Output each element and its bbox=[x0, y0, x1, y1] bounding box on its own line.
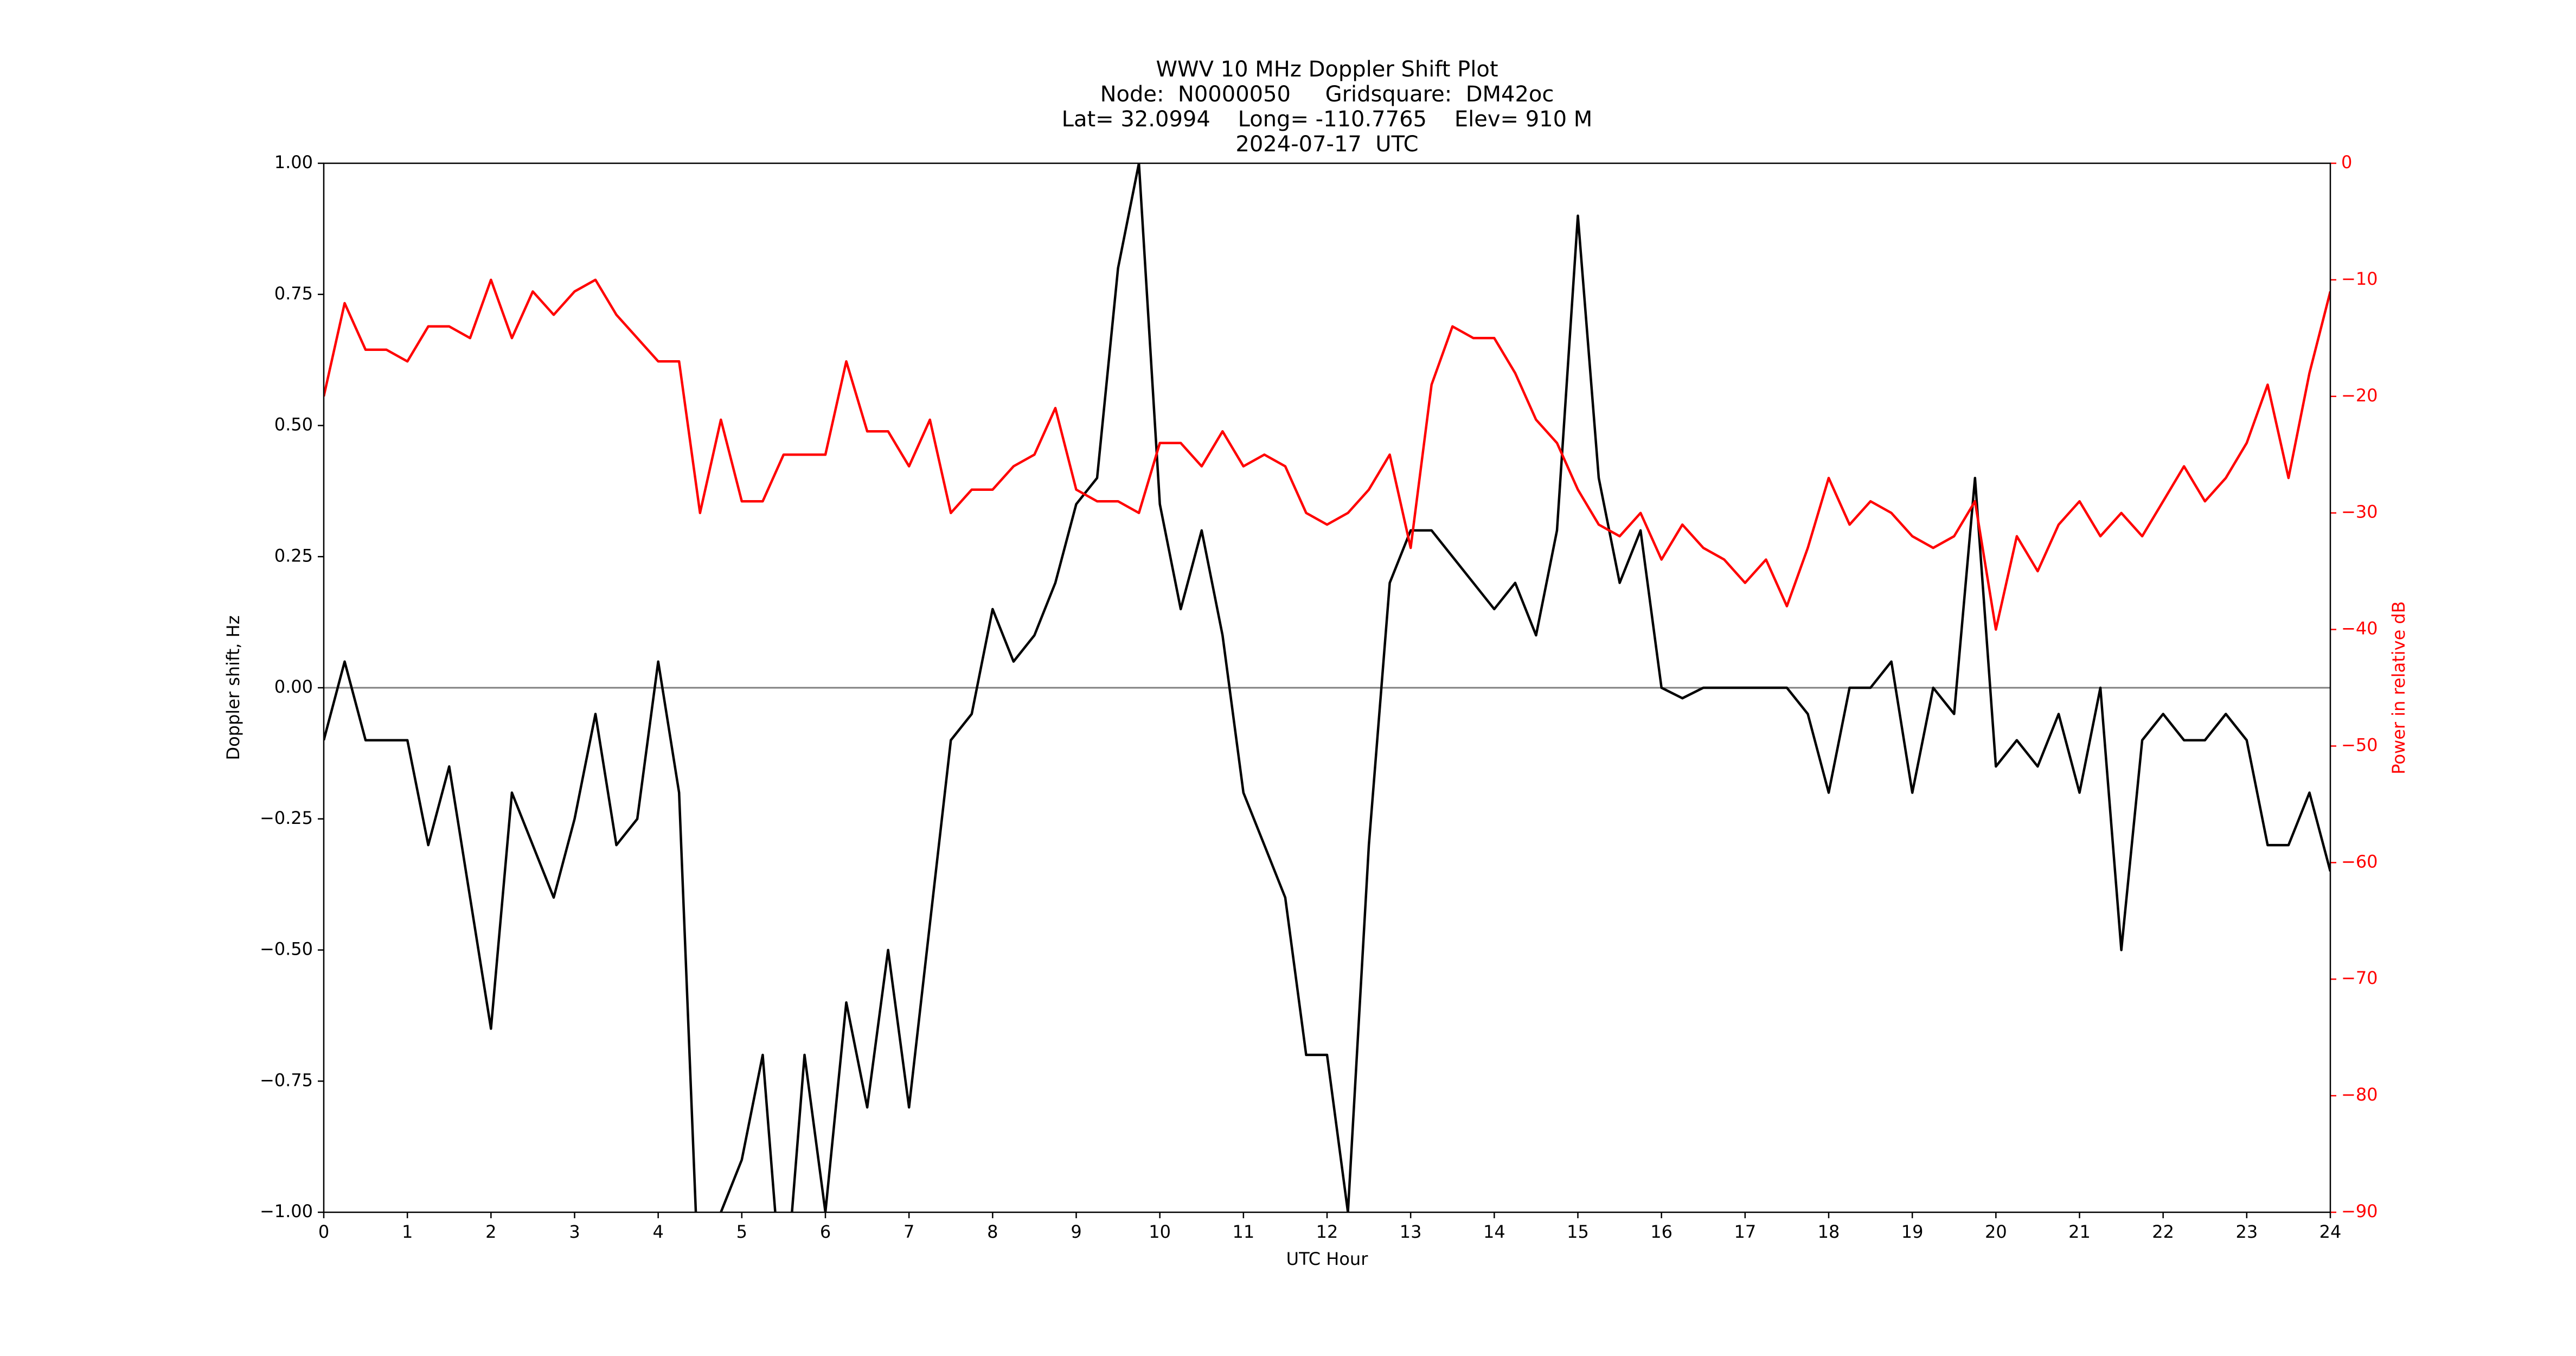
y-tick-label: 0.25 bbox=[274, 545, 313, 566]
y2-tick-label: −70 bbox=[2341, 968, 2378, 988]
x-tick-label: 14 bbox=[1483, 1221, 1505, 1242]
title-line: Lat= 32.0994 Long= -110.7765 Elev= 910 M bbox=[1062, 107, 1593, 132]
x-tick-label: 12 bbox=[1316, 1221, 1338, 1242]
x-tick-label: 19 bbox=[1901, 1221, 1924, 1242]
y-tick-label: 1.00 bbox=[274, 152, 313, 172]
x-tick-label: 10 bbox=[1149, 1221, 1171, 1242]
x-tick-label: 0 bbox=[318, 1221, 329, 1242]
y2-tick-label: −10 bbox=[2341, 268, 2378, 289]
title-line: 2024-07-17 UTC bbox=[1235, 132, 1418, 157]
plot-area bbox=[324, 163, 2330, 1212]
x-tick-label: 6 bbox=[820, 1221, 831, 1242]
x-tick-label: 17 bbox=[1734, 1221, 1756, 1242]
y2-tick-label: −40 bbox=[2341, 618, 2378, 639]
x-tick-label: 5 bbox=[736, 1221, 747, 1242]
x-tick-label: 11 bbox=[1232, 1221, 1254, 1242]
y2-tick-label: −20 bbox=[2341, 385, 2378, 406]
x-tick-label: 13 bbox=[1400, 1221, 1422, 1242]
y2-tick-label: −30 bbox=[2341, 502, 2378, 522]
x-tick-label: 16 bbox=[1650, 1221, 1673, 1242]
y-tick-label: −1.00 bbox=[260, 1201, 313, 1221]
series-line bbox=[324, 278, 2330, 631]
y-tick-label: −0.50 bbox=[260, 939, 313, 960]
y-axis-label: Doppler shift, Hz bbox=[223, 615, 243, 760]
x-tick-label: 7 bbox=[903, 1221, 914, 1242]
plot-frame bbox=[323, 162, 2331, 1213]
y2-tick-label: −80 bbox=[2341, 1084, 2378, 1105]
x-axis-label: UTC Hour bbox=[1286, 1249, 1369, 1269]
x-tick-label: 24 bbox=[2319, 1221, 2342, 1242]
x-tick-label: 1 bbox=[402, 1221, 413, 1242]
x-tick-label: 20 bbox=[1985, 1221, 2007, 1242]
x-tick-label: 9 bbox=[1071, 1221, 1081, 1242]
x-tick-label: 22 bbox=[2152, 1221, 2174, 1242]
y2-tick-label: −50 bbox=[2341, 734, 2378, 755]
y2-tick-label: 0 bbox=[2341, 152, 2352, 172]
y-tick-label: −0.25 bbox=[260, 808, 313, 828]
y2-tick-label: −60 bbox=[2341, 851, 2378, 872]
x-tick-label: 4 bbox=[652, 1221, 663, 1242]
y-tick-label: 0.00 bbox=[274, 676, 313, 697]
series-line bbox=[324, 163, 2330, 1212]
y2-tick-label: −90 bbox=[2341, 1201, 2378, 1221]
x-tick-label: 15 bbox=[1567, 1221, 1589, 1242]
x-tick-label: 18 bbox=[1818, 1221, 1840, 1242]
title-line: WWV 10 MHz Doppler Shift Plot bbox=[1156, 57, 1498, 82]
y-tick-label: 0.50 bbox=[274, 414, 313, 435]
x-tick-label: 21 bbox=[2068, 1221, 2091, 1242]
y2-axis-label: Power in relative dB bbox=[2388, 601, 2409, 774]
title-line: Node: N0000050 Gridsquare: DM42oc bbox=[1100, 82, 1554, 107]
x-tick-label: 3 bbox=[569, 1221, 580, 1242]
x-tick-label: 23 bbox=[2235, 1221, 2258, 1242]
y-tick-label: −0.75 bbox=[260, 1070, 313, 1090]
x-tick-label: 8 bbox=[987, 1221, 998, 1242]
y-tick-label: 0.75 bbox=[274, 283, 313, 304]
x-tick-label: 2 bbox=[485, 1221, 496, 1242]
